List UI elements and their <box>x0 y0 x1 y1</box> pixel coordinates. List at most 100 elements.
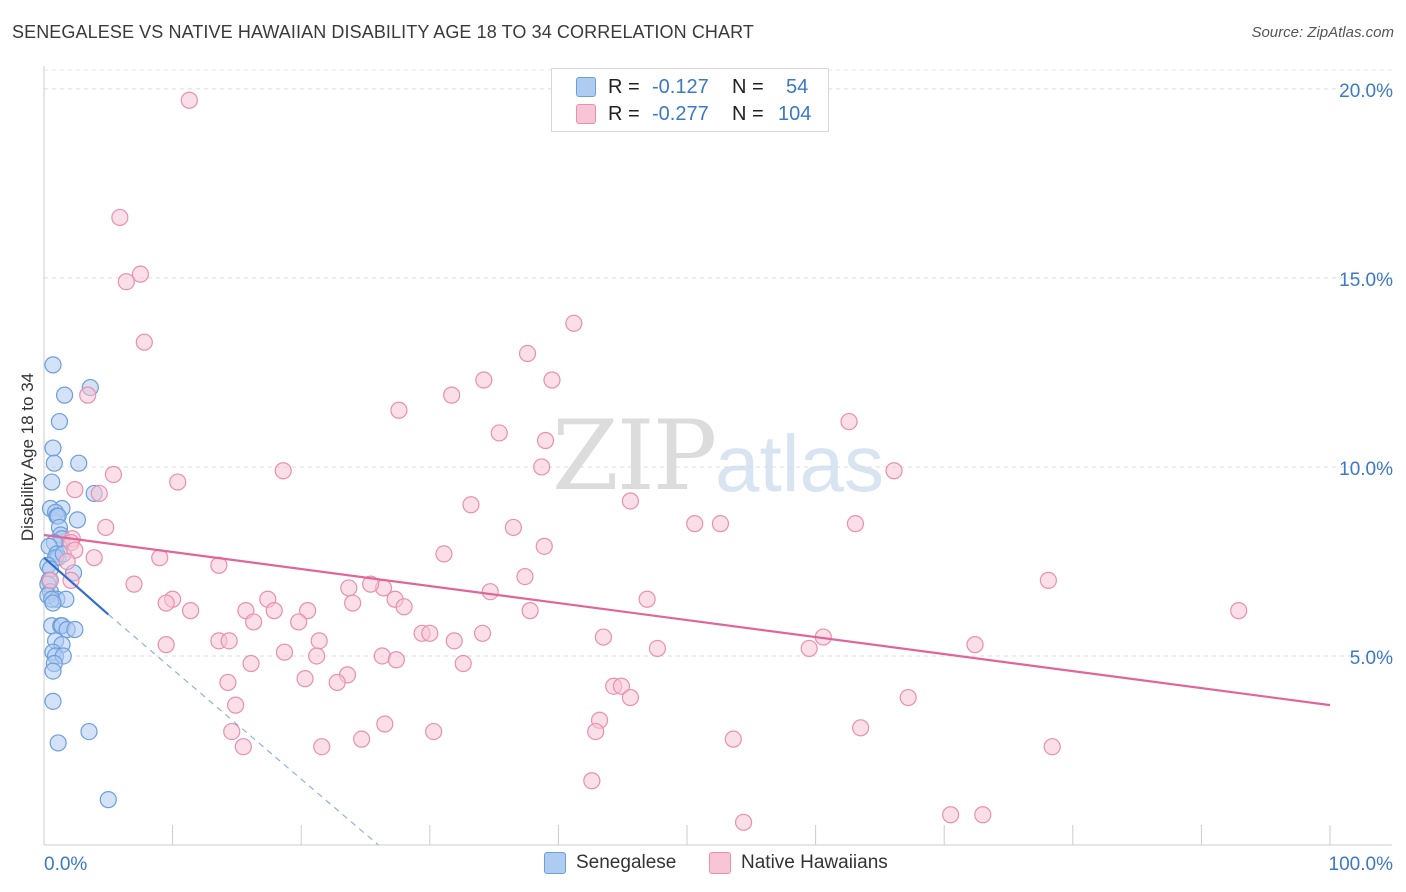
senegalese-point <box>70 454 88 472</box>
native-hawaiians-point <box>543 371 561 389</box>
native-hawaiians-point <box>157 636 175 654</box>
native-hawaiians-point <box>79 386 97 404</box>
native-hawaiians-point <box>587 722 605 741</box>
native-hawaiians-point <box>310 632 328 650</box>
native-hawaiians-point <box>58 552 76 571</box>
native-hawaiians-point <box>157 594 175 612</box>
senegalese-legend-swatch <box>544 852 566 874</box>
native-hawaiians-point <box>373 647 391 665</box>
native-hawaiians-point <box>974 806 992 824</box>
n-label: N = <box>732 75 764 98</box>
native-hawaiians-point <box>535 537 553 555</box>
x-tick-label: 100.0% <box>1329 854 1394 875</box>
native-hawaiians-point <box>275 643 294 661</box>
native-hawaiians-point <box>265 602 283 620</box>
native-hawaiians-point <box>353 730 371 748</box>
native-hawaiians-point <box>533 458 551 476</box>
r-label: R = <box>608 102 640 125</box>
native-hawaiians-point <box>90 484 108 503</box>
stats-legend: R = -0.127 N = 54 R = -0.277 N = 104 <box>551 68 829 132</box>
native-hawaiians-point <box>135 333 153 351</box>
native-hawaiians-point <box>711 515 730 533</box>
n-label: N = <box>732 102 764 125</box>
native-hawaiians-point <box>290 613 308 631</box>
native-hawaiians-point <box>395 598 413 616</box>
legend-label: Senegalese <box>576 852 677 873</box>
native-hawaiians-point <box>390 401 408 419</box>
legend-item-native-hawaiians[interactable]: Native Hawaiians <box>709 852 888 874</box>
native-hawaiians-point <box>85 549 103 567</box>
y-axis-label: Disability Age 18 to 34 <box>18 373 37 541</box>
native-hawaiians-point <box>899 688 917 707</box>
senegalese-point <box>50 412 69 431</box>
native-hawaiians-point <box>734 813 753 831</box>
native-hawaiians-trendline <box>43 533 1331 707</box>
native-hawaiians-point <box>612 677 631 695</box>
native-hawaiians-point <box>274 462 292 480</box>
senegalese-point <box>44 692 62 710</box>
native-hawaiians-point <box>223 722 241 741</box>
native-hawaiians-point <box>475 371 493 389</box>
senegalese-point <box>44 662 62 680</box>
r-value: -0.127 <box>652 75 709 98</box>
senegalese-point <box>44 356 62 374</box>
native-hawaiians-point <box>180 91 198 109</box>
native-hawaiians-swatch <box>576 104 596 124</box>
native-hawaiians-point <box>966 636 984 654</box>
native-hawaiians-point <box>425 722 443 741</box>
native-hawaiians-point <box>648 639 667 658</box>
y-tick-label: 10.0% <box>1339 459 1393 480</box>
native-hawaiians-point <box>445 632 463 650</box>
native-hawaiians-point <box>387 651 405 669</box>
native-hawaiians-point <box>516 567 534 586</box>
native-hawaiians-point <box>565 314 583 332</box>
y-tick-label: 20.0% <box>1339 81 1393 102</box>
legend-item-senegalese[interactable]: Senegalese <box>544 852 676 874</box>
native-hawaiians-point <box>376 715 394 733</box>
native-hawaiians-point <box>462 496 480 514</box>
n-value: 104 <box>778 102 812 125</box>
legend-label: Native Hawaiians <box>741 852 888 873</box>
native-hawaiians-point <box>621 688 640 707</box>
senegalese-trendline <box>43 556 110 616</box>
x-tick-label: 0.0% <box>44 854 87 875</box>
native-hawaiians-point <box>942 806 960 824</box>
native-hawaiians-point <box>846 515 865 533</box>
native-hawaiians-point <box>313 738 331 756</box>
native-hawaiians-point <box>800 639 818 658</box>
native-hawaiians-point <box>328 673 346 692</box>
native-hawaiians-point <box>1230 602 1248 620</box>
native-hawaiians-point <box>182 602 200 620</box>
native-hawaiians-point <box>1043 738 1061 756</box>
native-hawaiians-point <box>66 481 84 499</box>
native-hawaiians-point <box>125 575 143 593</box>
native-hawaiians-point <box>443 386 461 404</box>
native-hawaiians-point <box>219 673 237 692</box>
native-hawaiians-point <box>299 602 317 620</box>
native-hawaiians-point <box>131 265 150 283</box>
source-label: Source: ZipAtlas.com <box>1251 24 1394 41</box>
native-hawaiians-point <box>686 515 704 533</box>
native-hawaiians-point <box>104 465 123 484</box>
senegalese-point <box>49 734 67 752</box>
series-legend: Senegalese Native Hawaiians <box>0 852 1406 876</box>
senegalese-trendline-extension <box>107 613 379 846</box>
native-hawaiians-point <box>454 654 472 673</box>
stats-legend-row-native-hawaiians: R = -0.277 N = 104 <box>576 103 811 125</box>
native-hawaiians-point <box>117 273 135 291</box>
native-hawaiians-point <box>621 492 640 510</box>
senegalese-point <box>44 594 62 612</box>
native-hawaiians-legend-swatch <box>709 852 731 874</box>
senegalese-swatch <box>576 77 596 97</box>
native-hawaiians-point <box>97 518 115 537</box>
native-hawaiians-point <box>490 424 508 442</box>
native-hawaiians-point <box>234 738 252 756</box>
native-hawaiians-point <box>594 628 613 646</box>
senegalese-point <box>55 386 74 404</box>
native-hawaiians-point <box>227 696 245 714</box>
senegalese-point <box>99 791 117 809</box>
native-hawaiians-point <box>308 647 326 665</box>
native-hawaiians-point <box>344 594 362 612</box>
native-hawaiians-point <box>724 730 742 748</box>
